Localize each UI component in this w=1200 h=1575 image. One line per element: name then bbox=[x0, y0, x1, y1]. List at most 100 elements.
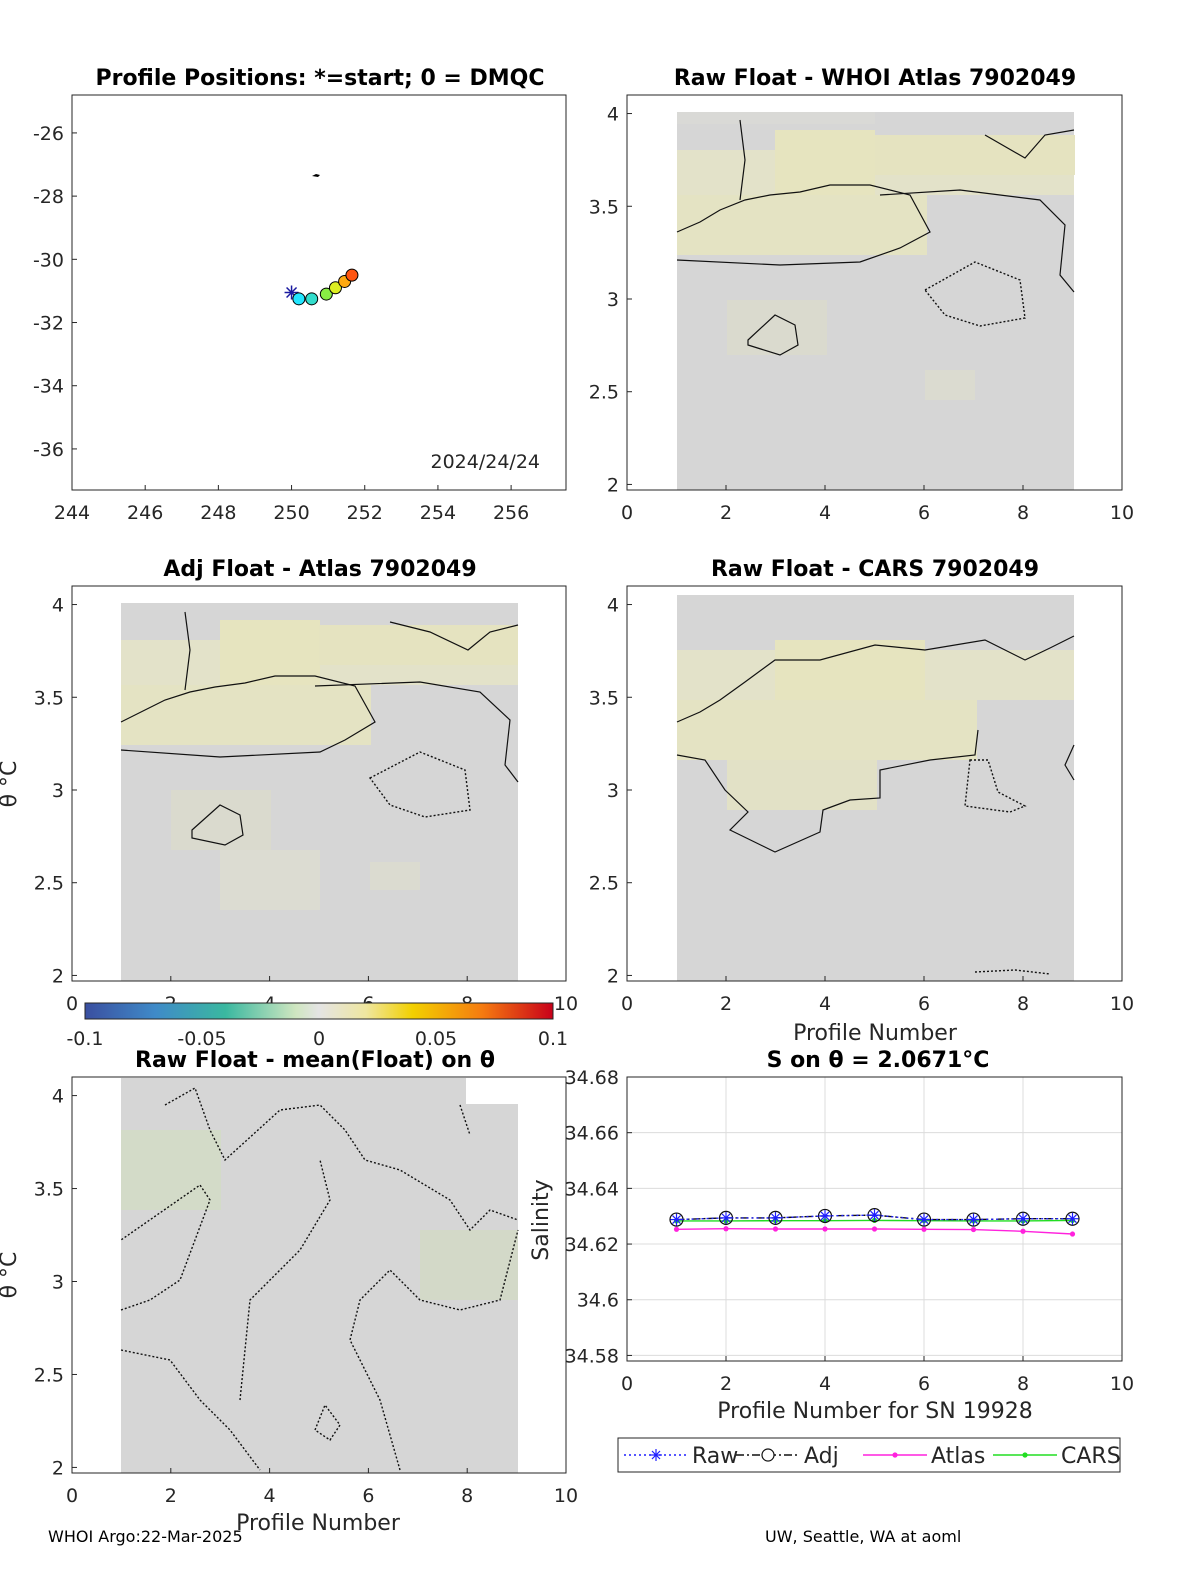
salinity-xtick-label: 2 bbox=[720, 1373, 732, 1395]
positions-ytick-label: -28 bbox=[33, 186, 64, 208]
raw-cars-xtick-label: 0 bbox=[621, 993, 633, 1015]
mean-ylabel: θ °C bbox=[0, 1252, 22, 1299]
positions-axes-box bbox=[71, 94, 567, 491]
raw-atlas-xtick-label: 10 bbox=[1110, 502, 1134, 524]
colorbar-tick-label: 0.1 bbox=[538, 1028, 568, 1050]
raw-atlas-ytick-label: 2 bbox=[607, 474, 619, 496]
mean-ytick-label: 3 bbox=[52, 1272, 64, 1294]
panel-raw-atlas: Raw Float - WHOI Atlas 7902049 0 2 4 6 8 1022… bbox=[589, 66, 1134, 524]
raw-cars-xlabel: Profile Number bbox=[793, 1021, 958, 1046]
positions-ytick-label: -26 bbox=[33, 123, 64, 145]
series-point-atlas bbox=[772, 1226, 779, 1232]
positions-ytick-label: -34 bbox=[33, 376, 64, 398]
mean-title: Raw Float - mean(Float) on θ bbox=[135, 1048, 495, 1073]
salinity-ytick-label: 34.58 bbox=[565, 1345, 619, 1367]
profile-position-point bbox=[345, 268, 359, 282]
salinity-legend: Raw Adj Atlas CARS bbox=[617, 1437, 1121, 1473]
positions-xtick-label: 244 bbox=[54, 502, 90, 524]
legend-label-cars: CARS bbox=[1061, 1444, 1121, 1469]
positions-xtick-label: 246 bbox=[127, 502, 163, 524]
adj-atlas-xtick-label: 0 bbox=[66, 993, 78, 1015]
series-point-raw bbox=[720, 1211, 732, 1224]
raw-cars-contour-2 bbox=[676, 729, 979, 853]
adj-atlas-heatmap bbox=[121, 603, 518, 981]
legend-label-atlas: Atlas bbox=[931, 1444, 985, 1469]
legend-marker bbox=[651, 1450, 661, 1460]
series-point-raw bbox=[918, 1213, 930, 1226]
salinity-series bbox=[669, 1208, 1080, 1237]
mean-contour-1 bbox=[164, 1086, 519, 1232]
series-point-atlas bbox=[822, 1226, 828, 1232]
legend-marker bbox=[761, 1448, 775, 1462]
positions-xtick-label: 248 bbox=[200, 502, 236, 524]
mean-contour-5 bbox=[120, 1349, 261, 1471]
salinity-ytick-label: 34.64 bbox=[565, 1178, 619, 1200]
raw-cars-ytick-label: 2 bbox=[607, 965, 619, 987]
series-point-raw bbox=[1066, 1212, 1079, 1225]
positions-date-annotation: 2024/24/24 bbox=[430, 451, 540, 473]
mean-contour-6 bbox=[314, 1403, 341, 1441]
positions-ytick-label: -32 bbox=[33, 313, 64, 335]
colorbar-gradient bbox=[84, 1002, 554, 1020]
raw-atlas-axes-box bbox=[626, 94, 1123, 491]
series-point-atlas bbox=[871, 1226, 878, 1232]
salinity-xtick-label: 8 bbox=[1017, 1373, 1029, 1395]
positions-title: Profile Positions: *=start; 0 = DMQC bbox=[95, 66, 544, 91]
series-point-adj bbox=[1065, 1211, 1080, 1226]
adj-atlas-ytick-label: 3 bbox=[52, 780, 64, 802]
raw-cars-ytick-label: 4 bbox=[607, 595, 619, 617]
profile-position-point bbox=[292, 292, 306, 306]
adj-atlas-contour-2 bbox=[184, 611, 191, 691]
colorbar-ticks: -0.1 -0.05 0 0.05 0.1 bbox=[66, 1028, 568, 1050]
adj-atlas-ylabel: θ °C bbox=[0, 761, 22, 808]
footer-right: UW, Seattle, WA at aoml bbox=[765, 1527, 961, 1546]
adj-atlas-title: Adj Float - Atlas 7902049 bbox=[163, 557, 476, 582]
raw-cars-xtick-label: 6 bbox=[918, 993, 930, 1015]
raw-atlas-contour-dotted bbox=[923, 261, 1026, 327]
mean-xtick-label: 10 bbox=[554, 1485, 578, 1507]
raw-atlas-xtick-label: 2 bbox=[720, 502, 732, 524]
island-outline bbox=[312, 174, 320, 177]
adj-atlas-ytick-label: 2.5 bbox=[34, 873, 64, 895]
salinity-ytick-label: 34.62 bbox=[565, 1234, 619, 1256]
mean-contour-7 bbox=[459, 1104, 471, 1136]
legend-label-adj: Adj bbox=[804, 1444, 839, 1469]
salinity-ylabel: Salinity bbox=[529, 1179, 554, 1260]
series-point-atlas bbox=[1020, 1228, 1026, 1234]
raw-atlas-title: Raw Float - WHOI Atlas 7902049 bbox=[674, 66, 1076, 91]
series-line-raw bbox=[676, 1214, 1073, 1221]
raw-cars-contour-1 bbox=[676, 635, 1075, 723]
mean-xtick-label: 8 bbox=[461, 1485, 473, 1507]
raw-atlas-ytick-label: 2.5 bbox=[589, 382, 619, 404]
series-point-atlas bbox=[673, 1226, 680, 1232]
panel-salinity: S on θ = 2.0671°C 0 2 4 6 8 10 34.58 34.6 34.62 3… bbox=[529, 1048, 1134, 1473]
profile-position-point bbox=[328, 281, 342, 295]
positions-xtick-label: 256 bbox=[493, 502, 529, 524]
series-point-atlas bbox=[1069, 1231, 1076, 1237]
positions-xtick-label: 250 bbox=[273, 502, 309, 524]
colorbar-tick-label: 0.05 bbox=[415, 1028, 457, 1050]
mean-ytick-label: 2.5 bbox=[34, 1364, 64, 1386]
raw-atlas-ytick-label: 4 bbox=[607, 104, 619, 126]
mean-axes-box bbox=[71, 1076, 567, 1474]
adj-atlas-contour-4 bbox=[389, 621, 519, 651]
mean-heatmap bbox=[121, 1078, 518, 1473]
salinity-title: S on θ = 2.0671°C bbox=[767, 1048, 990, 1073]
raw-atlas-xtick-label: 8 bbox=[1017, 502, 1029, 524]
adj-atlas-xtick-label: 10 bbox=[554, 993, 578, 1015]
adj-atlas-axes-box bbox=[71, 585, 567, 982]
series-point-raw bbox=[967, 1213, 980, 1226]
salinity-axes-box bbox=[626, 1076, 1123, 1362]
raw-atlas-contour-2 bbox=[739, 119, 746, 201]
panel-positions: Profile Positions: *=start; 0 = DMQC 244… bbox=[33, 66, 567, 524]
series-point-raw bbox=[868, 1209, 881, 1222]
raw-cars-xtick-label: 4 bbox=[819, 993, 831, 1015]
raw-atlas-contour-5 bbox=[747, 314, 799, 356]
raw-cars-xtick-label: 8 bbox=[1017, 993, 1029, 1015]
series-point-atlas bbox=[723, 1226, 729, 1232]
mean-ytick-label: 2 bbox=[52, 1457, 64, 1479]
adj-atlas-contour-5 bbox=[191, 804, 244, 846]
